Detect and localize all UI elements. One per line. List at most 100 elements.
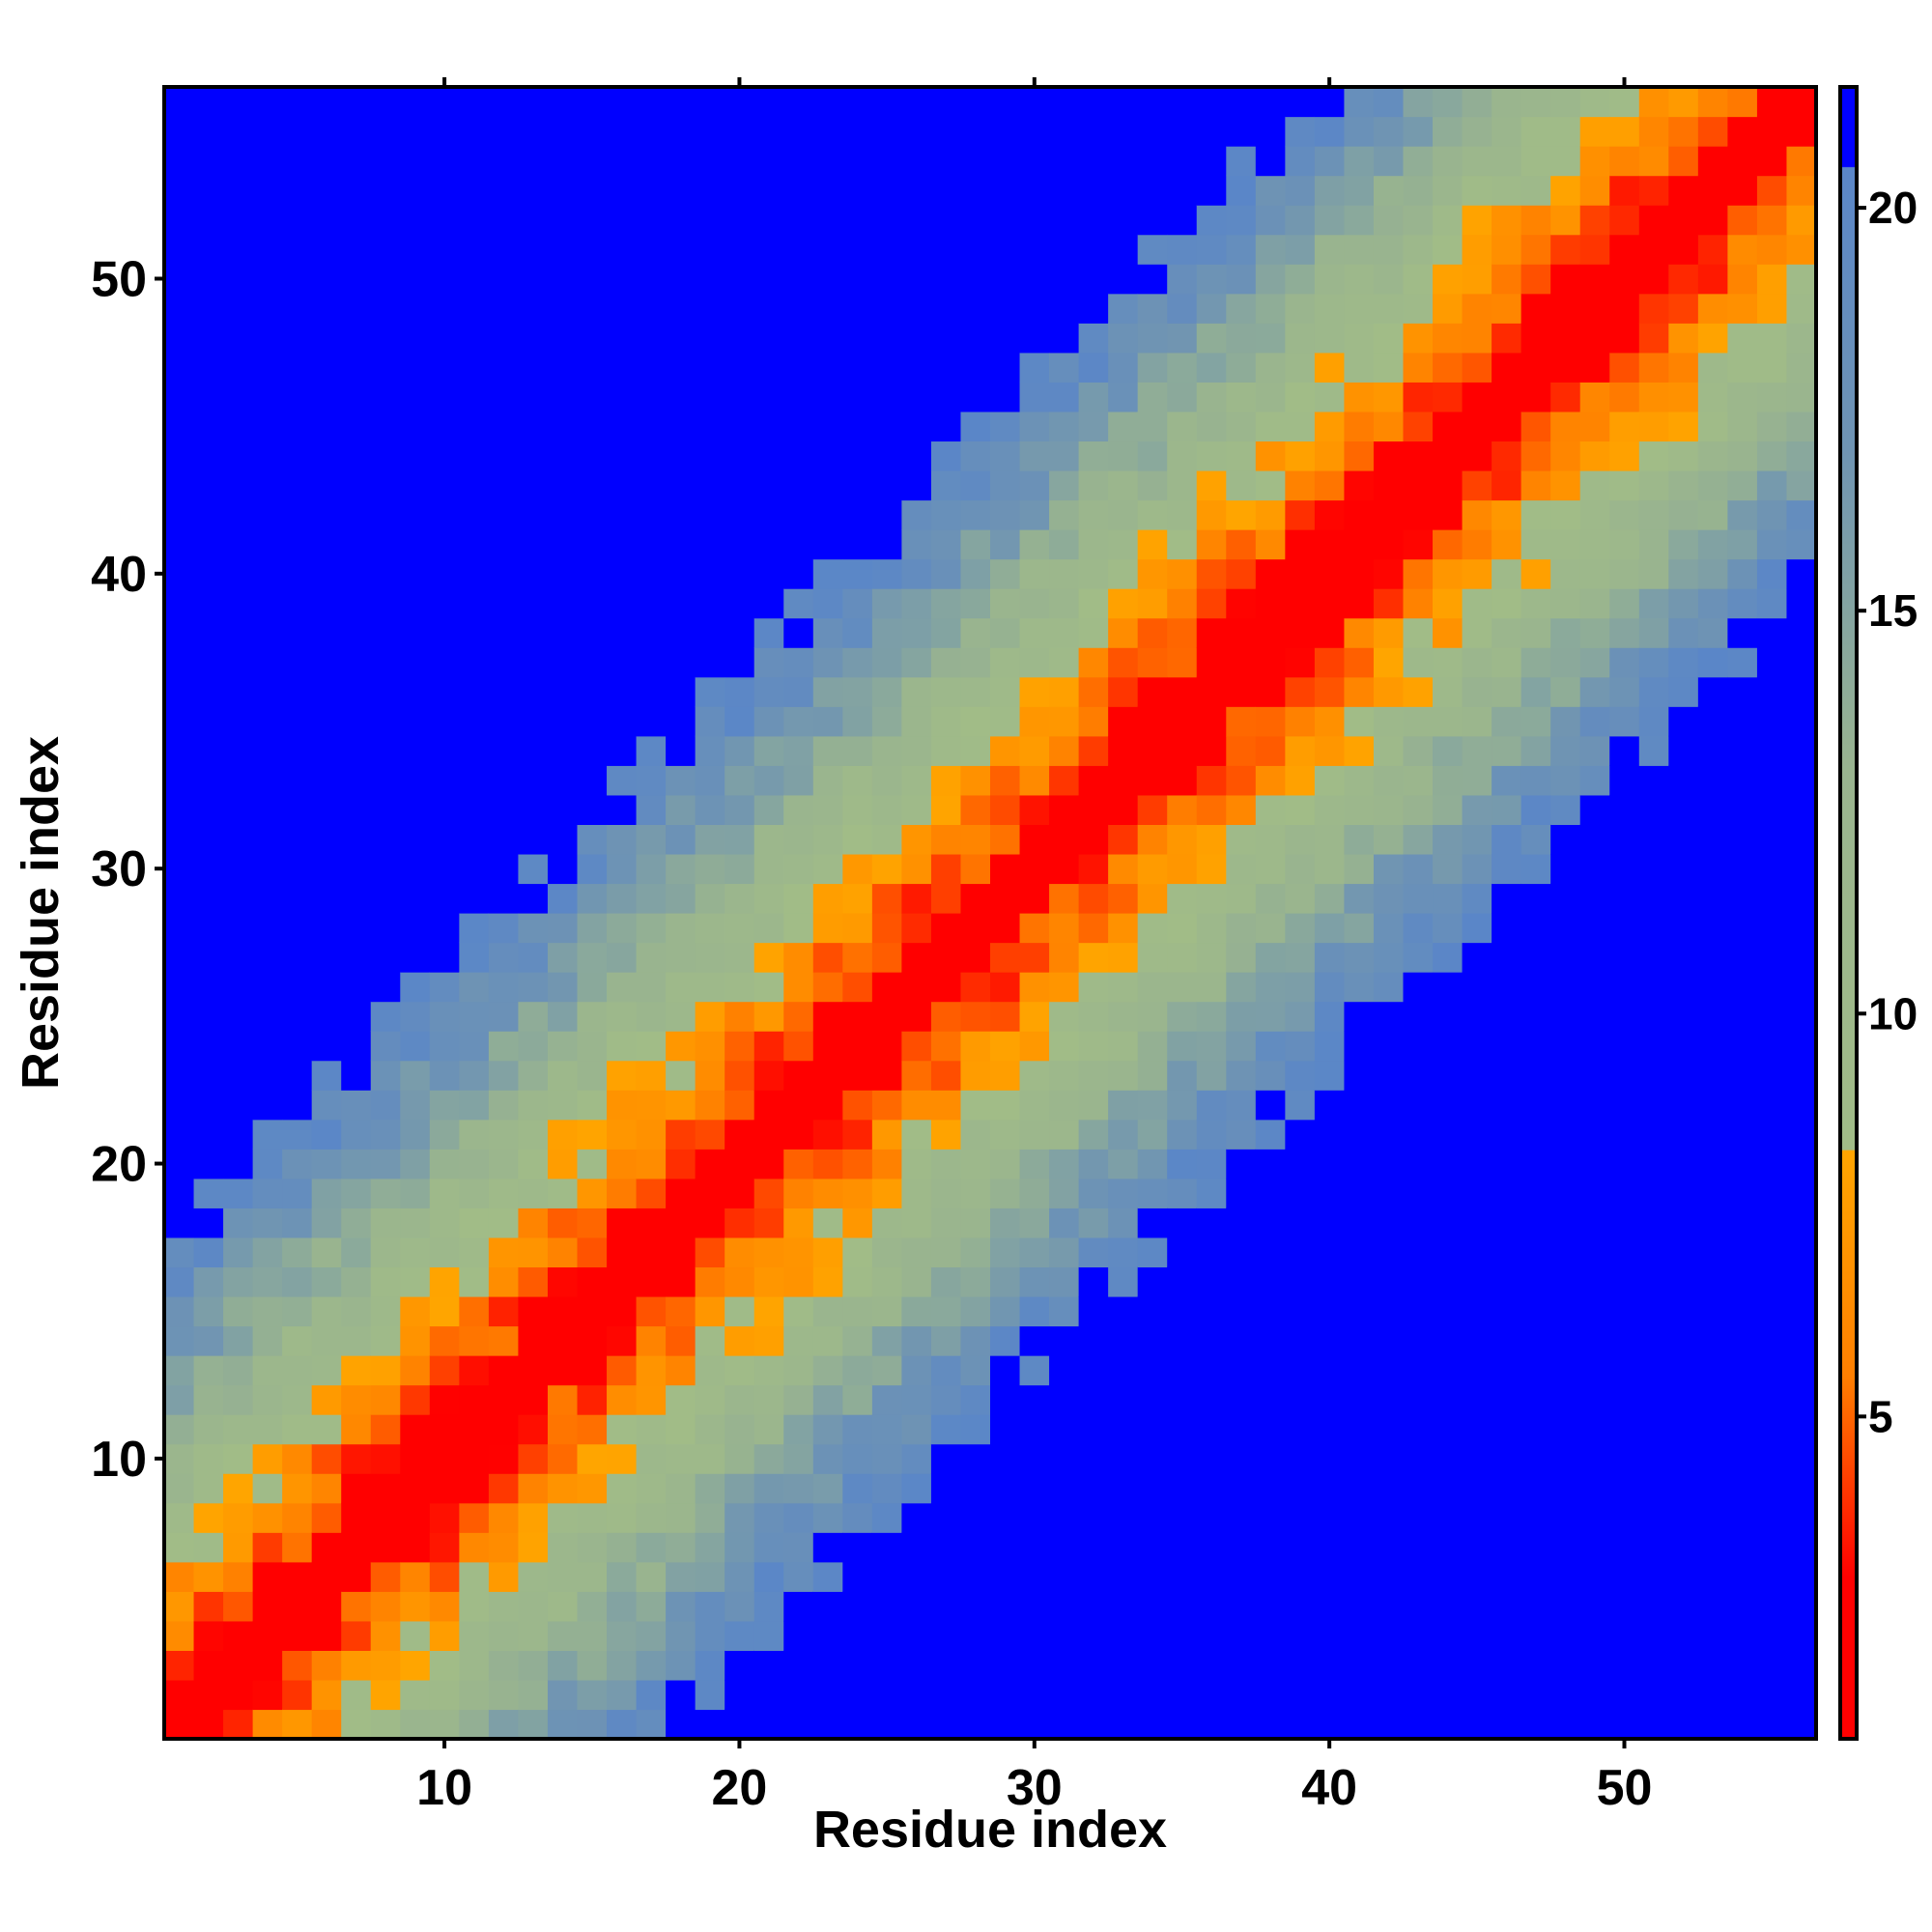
heatmap-cell bbox=[1403, 647, 1434, 678]
heatmap-cell bbox=[1314, 824, 1346, 855]
heatmap-cell bbox=[370, 529, 401, 560]
heatmap-cell bbox=[370, 1473, 401, 1504]
heatmap-cell bbox=[1137, 1001, 1168, 1032]
heatmap-cell bbox=[1697, 1355, 1728, 1386]
heatmap-cell bbox=[311, 234, 342, 265]
heatmap-cell bbox=[1579, 469, 1610, 501]
heatmap-cell bbox=[1520, 1090, 1551, 1121]
heatmap-cell bbox=[341, 588, 372, 619]
heatmap-cell bbox=[1314, 87, 1346, 118]
heatmap-cell bbox=[341, 1502, 372, 1533]
heatmap-cell bbox=[871, 1591, 902, 1622]
heatmap-cell bbox=[1344, 1414, 1375, 1445]
heatmap-cell bbox=[783, 794, 814, 825]
heatmap-cell bbox=[1226, 706, 1257, 737]
heatmap-cell bbox=[1668, 116, 1699, 147]
heatmap-cell bbox=[1579, 824, 1610, 855]
heatmap-cell bbox=[1786, 323, 1817, 354]
heatmap-cell bbox=[1492, 352, 1522, 383]
heatmap-cell bbox=[488, 1266, 520, 1297]
heatmap-cell bbox=[1579, 175, 1610, 206]
heatmap-cell bbox=[341, 1295, 372, 1327]
heatmap-cell bbox=[282, 1532, 313, 1563]
heatmap-cell bbox=[1285, 765, 1316, 796]
heatmap-cell bbox=[311, 617, 342, 648]
heatmap-cell bbox=[1373, 1001, 1405, 1032]
heatmap-cell bbox=[1167, 469, 1198, 501]
heatmap-cell bbox=[901, 499, 932, 530]
heatmap-cell bbox=[1049, 1384, 1080, 1415]
heatmap-cell bbox=[193, 529, 224, 560]
heatmap-cell bbox=[1609, 411, 1640, 442]
heatmap-cell bbox=[459, 1178, 490, 1208]
heatmap-cell bbox=[871, 1325, 902, 1356]
heatmap-cell bbox=[341, 706, 372, 737]
heatmap-cell bbox=[1108, 352, 1139, 383]
heatmap-cell bbox=[1403, 175, 1434, 206]
heatmap-cell bbox=[1196, 942, 1227, 973]
heatmap-cell bbox=[400, 1149, 431, 1179]
heatmap-cell bbox=[1049, 617, 1080, 648]
heatmap-cell bbox=[311, 1119, 342, 1150]
heatmap-cell bbox=[1520, 1208, 1551, 1238]
heatmap-cell bbox=[252, 1266, 283, 1297]
heatmap-cell bbox=[783, 1384, 814, 1415]
heatmap-cell bbox=[1550, 146, 1581, 177]
heatmap-cell bbox=[636, 469, 667, 501]
heatmap-cell bbox=[311, 558, 342, 589]
heatmap-cell bbox=[607, 175, 638, 206]
heatmap-cell bbox=[370, 794, 401, 825]
heatmap-cell bbox=[1049, 1679, 1080, 1711]
heatmap-cell bbox=[164, 558, 195, 589]
heatmap-cell bbox=[1520, 1473, 1551, 1504]
heatmap-cell bbox=[164, 1236, 195, 1268]
heatmap-cell bbox=[871, 469, 902, 501]
heatmap-cell bbox=[223, 1384, 254, 1415]
heatmap-cell bbox=[1403, 1031, 1434, 1062]
heatmap-cell bbox=[724, 706, 755, 737]
heatmap-cell bbox=[871, 1355, 902, 1386]
heatmap-cell bbox=[1137, 205, 1168, 236]
heatmap-cell bbox=[724, 87, 755, 118]
heatmap-cell bbox=[282, 411, 313, 442]
heatmap-cell bbox=[1786, 794, 1817, 825]
heatmap-cell bbox=[577, 1236, 608, 1268]
heatmap-cell bbox=[223, 617, 254, 648]
heatmap-cell bbox=[1550, 617, 1581, 648]
heatmap-cell bbox=[1373, 1295, 1405, 1327]
heatmap-cell bbox=[577, 824, 608, 855]
heatmap-cell bbox=[1373, 323, 1405, 354]
heatmap-cell bbox=[1255, 735, 1286, 766]
heatmap-cell bbox=[518, 647, 549, 678]
heatmap-cell bbox=[282, 1620, 313, 1651]
heatmap-cell bbox=[1579, 1591, 1610, 1622]
heatmap-cell bbox=[666, 1178, 696, 1208]
heatmap-cell bbox=[164, 1473, 195, 1504]
heatmap-cell bbox=[812, 323, 843, 354]
heatmap-cell bbox=[724, 382, 755, 412]
heatmap-cell bbox=[1492, 1679, 1522, 1711]
heatmap-cell bbox=[1049, 1208, 1080, 1238]
heatmap-cell bbox=[783, 411, 814, 442]
heatmap-cell bbox=[1492, 529, 1522, 560]
heatmap-cell bbox=[636, 205, 667, 236]
heatmap-cell bbox=[666, 1650, 696, 1681]
heatmap-cell bbox=[1255, 913, 1286, 944]
heatmap-cell bbox=[871, 1384, 902, 1415]
heatmap-cell bbox=[1137, 765, 1168, 796]
heatmap-cell bbox=[1638, 352, 1669, 383]
heatmap-cell bbox=[311, 913, 342, 944]
y-tick-label: 50 bbox=[91, 251, 147, 307]
heatmap-cell bbox=[370, 323, 401, 354]
heatmap-cell bbox=[1668, 529, 1699, 560]
heatmap-cell bbox=[1019, 205, 1050, 236]
heatmap-cell bbox=[252, 1473, 283, 1504]
heatmap-cell bbox=[1373, 765, 1405, 796]
heatmap-cell bbox=[1492, 1119, 1522, 1150]
heatmap-cell bbox=[1638, 617, 1669, 648]
heatmap-cell bbox=[930, 146, 962, 177]
heatmap-cell bbox=[1786, 765, 1817, 796]
heatmap-cell bbox=[370, 824, 401, 855]
heatmap-cell bbox=[1373, 1502, 1405, 1533]
heatmap-cell bbox=[1638, 735, 1669, 766]
